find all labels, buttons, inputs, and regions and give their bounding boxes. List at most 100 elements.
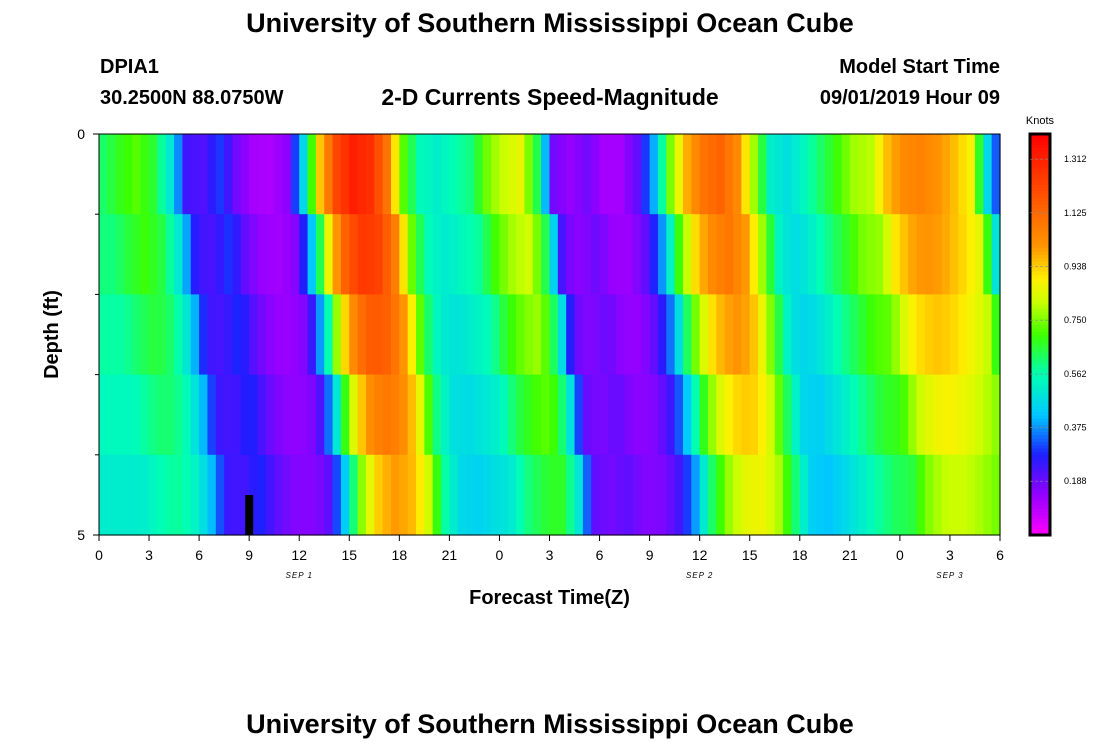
heatmap-cell xyxy=(132,214,142,295)
heatmap-cell xyxy=(332,374,342,456)
heatmap-cell xyxy=(858,454,868,536)
heatmap-cell xyxy=(657,454,667,536)
heatmap-cell xyxy=(849,374,859,456)
heatmap-cell xyxy=(591,294,601,376)
heatmap-cell xyxy=(232,134,242,215)
colorbar-segment xyxy=(1030,277,1050,282)
heatmap-cell xyxy=(215,454,225,536)
heatmap-cell xyxy=(924,294,934,376)
heatmap-cell xyxy=(207,214,217,295)
heatmap-cell xyxy=(507,374,517,456)
heatmap-cell xyxy=(499,374,509,456)
heatmap-cell xyxy=(340,134,350,215)
heatmap-cell xyxy=(265,374,275,456)
heatmap-cell xyxy=(140,214,150,295)
heatmap-cell xyxy=(99,374,108,456)
colorbar-segment xyxy=(1030,508,1050,513)
heatmap-cell xyxy=(624,214,634,295)
heatmap-cell xyxy=(315,374,325,456)
heatmap-cell xyxy=(758,374,767,456)
heatmap-cell xyxy=(666,294,676,376)
heatmap-cell xyxy=(324,374,334,456)
colorbar-segment xyxy=(1030,317,1050,322)
heatmap-chart: 0 3 6 9 12 15 18 21 0 3 6 9 12 15 18 21 0 3 6 SEP 1 SEP 2 SEP… xyxy=(41,115,1087,609)
heatmap-cell xyxy=(224,294,234,376)
heatmap-cell xyxy=(916,294,926,376)
x-day-label: SEP 3 xyxy=(936,571,963,580)
heatmap-cell xyxy=(357,214,367,295)
colorbar-segment xyxy=(1030,397,1050,402)
heatmap-cell xyxy=(157,294,167,376)
heatmap-cell xyxy=(199,454,209,536)
heatmap-cell xyxy=(766,454,776,536)
heatmap-cell xyxy=(474,454,484,536)
heatmap-cell xyxy=(941,134,951,215)
heatmap-cell xyxy=(924,214,934,295)
heatmap-cell xyxy=(941,294,951,376)
heatmap-cell xyxy=(157,214,167,295)
heatmap-cell xyxy=(749,134,759,215)
heatmap-cell xyxy=(115,134,125,215)
heatmap-cell xyxy=(974,454,984,536)
colorbar-segment xyxy=(1030,521,1050,526)
x-day-label: SEP 1 xyxy=(286,571,313,580)
heatmap-cell xyxy=(449,374,459,456)
heatmap-cell xyxy=(708,374,717,456)
heatmap-cell xyxy=(891,294,901,376)
colorbar-segment xyxy=(1030,274,1050,279)
heatmap-cell xyxy=(549,454,559,536)
heatmap-cell xyxy=(507,214,517,295)
heatmap-cell xyxy=(441,214,450,295)
heatmap-cell xyxy=(232,214,242,295)
heatmap-cell xyxy=(866,134,876,215)
station-id: DPIA1 xyxy=(100,56,159,78)
heatmap-cell xyxy=(883,454,893,536)
colorbar-segment xyxy=(1030,184,1050,189)
heatmap-cell xyxy=(474,294,484,376)
heatmap-cell xyxy=(224,214,234,295)
heatmap-cell xyxy=(983,214,993,295)
heatmap-cell xyxy=(974,294,984,376)
colorbar-segment xyxy=(1030,227,1050,232)
heatmap-cell xyxy=(357,294,367,376)
heatmap-cell xyxy=(215,214,225,295)
x-tick-label: 6 xyxy=(195,547,203,563)
heatmap-cell xyxy=(124,214,133,295)
heatmap-cell xyxy=(349,454,359,536)
heatmap-cell xyxy=(766,294,776,376)
heatmap-cell xyxy=(374,454,384,536)
heatmap-cell xyxy=(457,134,467,215)
heatmap-cell xyxy=(374,374,384,456)
heatmap-cell xyxy=(507,134,517,215)
heatmap-cell xyxy=(858,374,868,456)
heatmap-cell xyxy=(274,294,284,376)
heatmap-cell xyxy=(941,374,951,456)
colorbar-segment xyxy=(1030,404,1050,409)
heatmap-cell xyxy=(382,214,392,295)
colorbar-segment xyxy=(1030,154,1050,158)
heatmap-cell xyxy=(549,374,559,456)
heatmap-cell xyxy=(499,294,509,376)
heatmap-cell xyxy=(407,294,417,376)
heatmap-cell xyxy=(824,214,834,295)
heatmap-cell xyxy=(607,134,617,215)
colorbar-segment xyxy=(1030,200,1050,205)
heatmap-cell xyxy=(883,214,893,295)
colorbar-segment xyxy=(1030,411,1050,416)
heatmap-cell xyxy=(582,374,592,456)
colorbar-segment xyxy=(1030,304,1050,309)
heatmap-cell xyxy=(799,374,809,456)
heatmap-cell xyxy=(791,454,801,536)
heatmap-cell xyxy=(783,294,793,376)
heatmap-cell xyxy=(908,454,918,536)
colorbar-segment xyxy=(1030,147,1050,152)
heatmap-cell xyxy=(557,214,567,295)
heatmap-cell xyxy=(574,214,584,295)
heatmap-cell xyxy=(199,134,209,215)
heatmap-cell xyxy=(516,454,526,536)
heatmap-cell xyxy=(657,134,667,215)
heatmap-cell xyxy=(682,294,692,376)
colorbar-segment xyxy=(1030,204,1050,209)
heatmap-cell xyxy=(557,134,567,215)
colorbar-segment xyxy=(1030,284,1050,289)
